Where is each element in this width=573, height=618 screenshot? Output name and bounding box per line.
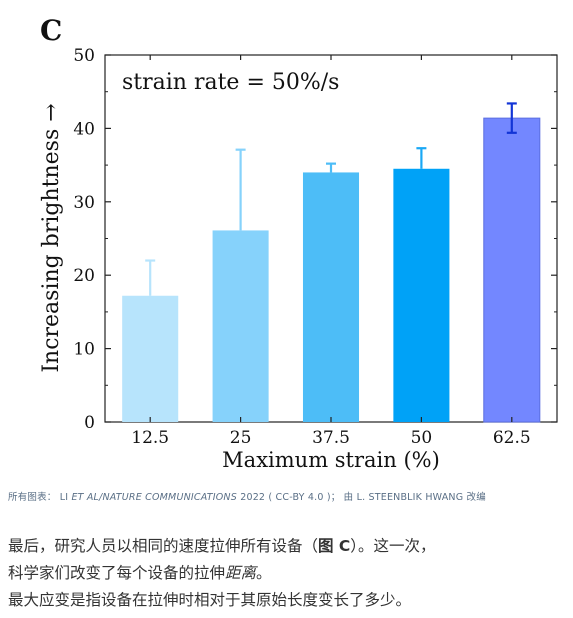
bar xyxy=(212,230,269,422)
body-line-3: 最大应变是指设备在拉伸时相对于其原始长度变长了多少。 xyxy=(8,591,412,609)
strain-rate-annotation: strain rate = 50%/s xyxy=(122,70,339,95)
y-tick-label: 50 xyxy=(73,46,95,66)
bar xyxy=(483,117,541,423)
caption-journal: ET AL/NATURE COMMUNICATIONS xyxy=(71,492,237,503)
bar xyxy=(122,295,179,422)
x-tick-label: 50 xyxy=(411,428,433,448)
body-line-1-text: 最后，研究人员以相同的速度拉伸所有设备（ xyxy=(8,537,319,555)
bars-group xyxy=(122,102,541,423)
article-body: 最后，研究人员以相同的速度拉伸所有设备（图 C）。这一次， 科学家们改变了每个设… xyxy=(8,533,568,614)
x-tick-label: 62.5 xyxy=(493,428,531,448)
x-axis: 12.5 25 37.5 50 62.5 xyxy=(131,55,531,448)
x-tick-label: 12.5 xyxy=(131,428,169,448)
body-line-2: 科学家们改变了每个设备的拉伸距离。 xyxy=(8,560,568,587)
bar xyxy=(393,168,450,422)
y-tick-label: 30 xyxy=(73,193,95,213)
emphasis-distance: 距离 xyxy=(225,564,257,582)
y-axis: 0 10 20 30 40 50 xyxy=(73,46,557,433)
body-line-1: 最后，研究人员以相同的速度拉伸所有设备（图 C）。这一次， xyxy=(8,533,568,560)
figure-reference: 图 C xyxy=(318,537,351,555)
y-tick-label: 40 xyxy=(73,119,95,139)
y-tick-label: 20 xyxy=(73,266,95,286)
y-tick-label: 10 xyxy=(73,340,95,360)
x-tick-label: 25 xyxy=(230,428,252,448)
chart-figure: C 0 10 20 30 40 50 12.5 25 37.5 50 62.5 strain ra… xyxy=(39,14,558,472)
caption-suffix: 2022 ( CC-BY 4.0 )； 由 L. STEENBLIK HWANG… xyxy=(236,492,486,503)
y-axis-label: Increasing brightness → xyxy=(39,103,64,372)
figure-caption: 所有图表： LI ET AL/NATURE COMMUNICATIONS 202… xyxy=(8,489,568,503)
y-tick-label: 0 xyxy=(84,413,95,433)
body-line-2-end: 。 xyxy=(256,564,272,582)
x-axis-label: Maximum strain (%) xyxy=(222,448,440,472)
caption-prefix: 所有图表： LI xyxy=(8,492,72,503)
x-tick-label: 37.5 xyxy=(312,428,350,448)
bar xyxy=(302,172,360,422)
body-line-1-end: ）。这一次， xyxy=(350,537,436,555)
body-line-2-text: 科学家们改变了每个设备的拉伸 xyxy=(8,564,226,582)
bar-chart: C 0 10 20 30 40 50 12.5 25 37.5 50 62.5 strain ra… xyxy=(39,14,558,472)
panel-label: C xyxy=(40,14,62,47)
